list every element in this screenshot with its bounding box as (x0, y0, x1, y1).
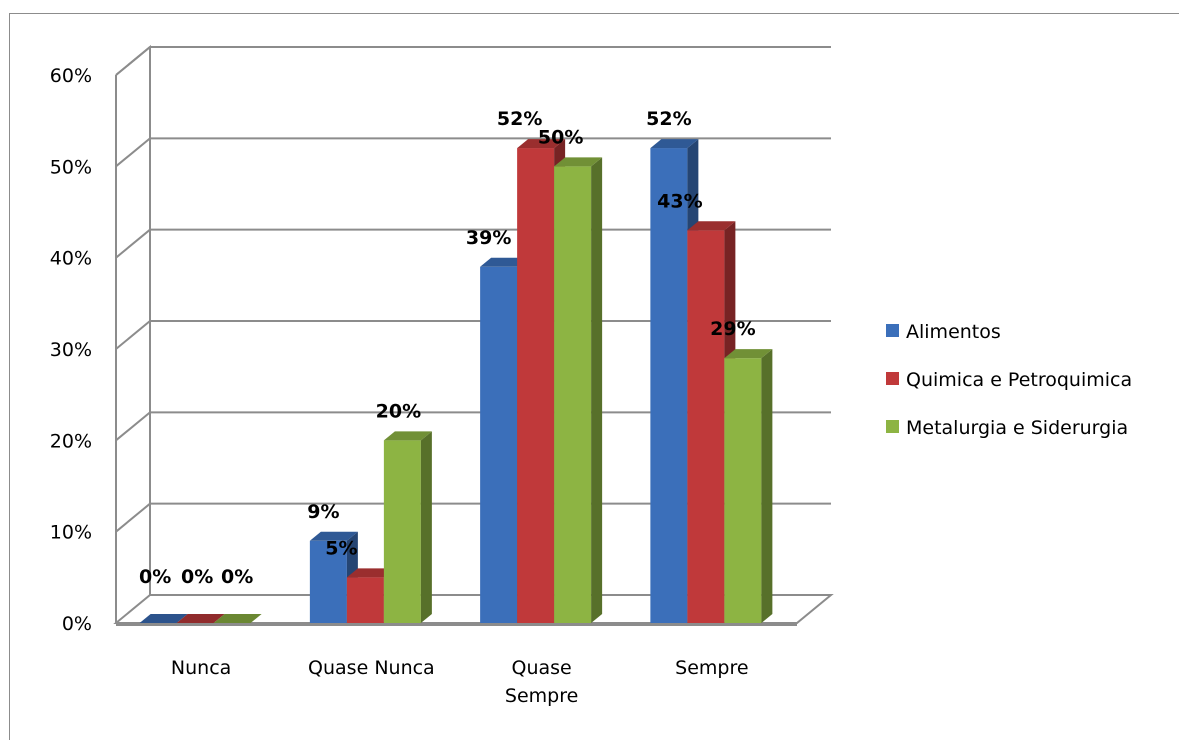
data-label: 0% (221, 566, 253, 588)
x-axis-categories: Nunca Quase Nunca Quase Sempre Sempre (171, 657, 749, 707)
x-category-label: Quase Nunca (308, 657, 435, 679)
legend: Alimentos Quimica e Petroquimica Metalurgi… (886, 321, 1132, 439)
gridline (115, 46, 831, 76)
data-label: 52% (646, 108, 691, 130)
x-category-label: Sempre (505, 685, 578, 707)
legend-swatch (886, 372, 899, 385)
bar-front (383, 440, 421, 623)
data-label: 9% (307, 501, 339, 523)
data-labels: 0% 0% 0%9%5%20%39%52%50%52%43%29% (139, 108, 756, 588)
y-tick-label: 10% (50, 522, 92, 544)
bar-front (309, 540, 347, 623)
bar-front (650, 148, 688, 624)
bar-flat (213, 614, 262, 623)
bar-top (517, 139, 566, 149)
bar-side (591, 157, 603, 624)
x-category-label: Sempre (675, 657, 748, 679)
bar (213, 614, 262, 623)
x-category-label: Nunca (171, 657, 231, 679)
legend-label: Metalurgia e Siderurgia (906, 417, 1128, 439)
data-label: 0% (181, 566, 213, 588)
chart-frame (9, 13, 1179, 740)
y-tick-label: 60% (50, 65, 92, 87)
legend-item: Metalurgia e Siderurgia (886, 417, 1128, 439)
bar (176, 614, 225, 623)
gridline (115, 137, 831, 168)
y-tick-label: 30% (50, 339, 92, 361)
data-label: 29% (710, 318, 755, 340)
gridline (115, 228, 831, 259)
y-tick-label: 20% (50, 430, 92, 452)
bar-front (480, 266, 518, 623)
x-category-label: Quase (512, 657, 572, 679)
legend-label: Quimica e Petroquimica (906, 369, 1132, 391)
bar-top (383, 431, 432, 441)
legend-swatch (886, 420, 899, 433)
y-tick-label: 0% (62, 613, 92, 635)
bar-top (650, 139, 699, 149)
bar-top (687, 221, 736, 231)
bar-front (724, 358, 762, 623)
bar-top (309, 531, 358, 541)
bar-top (724, 349, 773, 359)
data-label: 20% (376, 400, 421, 422)
bar-front (346, 577, 384, 623)
bar (554, 157, 603, 624)
y-axis-ticks: 0% 10% 20% 30% 40% 50% 60% (50, 65, 92, 635)
legend-swatch (886, 324, 899, 337)
bar (724, 349, 773, 623)
bar-side (420, 431, 432, 623)
bar-side (761, 349, 773, 623)
bar-front (517, 148, 555, 624)
gridline (115, 502, 831, 533)
bar-top (346, 568, 395, 578)
legend-item: Alimentos (886, 321, 1001, 343)
data-label: 0% (139, 566, 171, 588)
data-label: 50% (538, 126, 583, 148)
bar-top (480, 257, 529, 267)
bar-front (687, 230, 725, 623)
bar-flat (176, 614, 225, 623)
back-wall-edge (115, 44, 151, 595)
legend-item: Quimica e Petroquimica (886, 369, 1132, 391)
y-tick-label: 50% (50, 156, 92, 178)
bars (139, 139, 773, 624)
bar-top (554, 157, 603, 167)
gridline (115, 411, 831, 442)
bar-front (554, 166, 592, 624)
data-label: 5% (325, 537, 357, 559)
y-tick-label: 40% (50, 248, 92, 270)
legend-label: Alimentos (906, 321, 1001, 343)
bar-flat (139, 614, 188, 623)
data-label: 43% (657, 190, 702, 212)
data-label: 39% (466, 227, 511, 249)
gridlines (115, 46, 831, 533)
data-label: 52% (497, 108, 542, 130)
bar (139, 614, 188, 623)
bar (383, 431, 432, 623)
gridline (115, 320, 831, 350)
